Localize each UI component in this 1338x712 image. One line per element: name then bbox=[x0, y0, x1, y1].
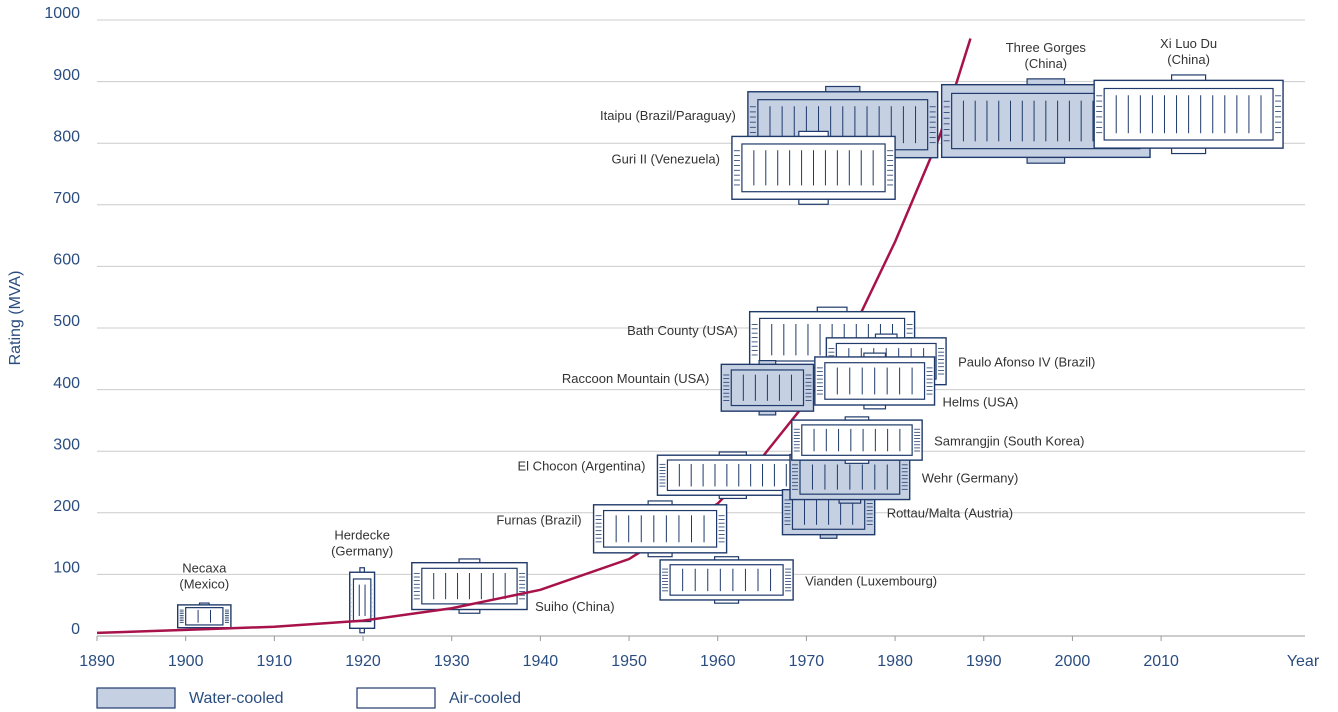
generator-core bbox=[801, 424, 913, 456]
generator bbox=[720, 359, 815, 416]
y-tick-label: 400 bbox=[53, 375, 80, 392]
plant-label: (Mexico) bbox=[179, 576, 229, 591]
generator bbox=[176, 602, 232, 631]
x-tick-label: 1970 bbox=[789, 653, 825, 670]
generator-core bbox=[185, 607, 224, 626]
y-tick-label: 800 bbox=[53, 128, 80, 145]
x-tick-label: 1960 bbox=[700, 653, 736, 670]
y-tick-label: 0 bbox=[71, 621, 80, 638]
generator-core bbox=[669, 564, 784, 596]
y-tick-label: 200 bbox=[53, 498, 80, 515]
x-tick-label: 1950 bbox=[611, 653, 647, 670]
y-tick-label: 300 bbox=[53, 436, 80, 453]
plant-label: Samrangjin (South Korea) bbox=[934, 434, 1084, 449]
x-tick-label: 2010 bbox=[1143, 653, 1179, 670]
plant-label: Helms (USA) bbox=[943, 394, 1019, 409]
plant-label: Raccoon Mountain (USA) bbox=[562, 371, 709, 386]
x-tick-label: 1910 bbox=[257, 653, 293, 670]
plant-label: El Chocon (Argentina) bbox=[518, 459, 646, 474]
plant-label: (China) bbox=[1167, 52, 1210, 67]
x-tick-label: 2000 bbox=[1055, 653, 1091, 670]
legend-swatch bbox=[96, 687, 176, 709]
plant-label: Itaipu (Brazil/Paraguay) bbox=[600, 108, 736, 123]
plant-label: Paulo Afonso IV (Brazil) bbox=[958, 355, 1095, 370]
y-tick-label: 1000 bbox=[44, 5, 80, 22]
x-axis-label: Year bbox=[1287, 653, 1320, 670]
legend-label: Water-cooled bbox=[189, 690, 284, 707]
generator bbox=[1093, 74, 1284, 155]
x-tick-label: 1920 bbox=[345, 653, 381, 670]
legend-swatch bbox=[356, 687, 436, 709]
y-tick-label: 500 bbox=[53, 313, 80, 330]
generator bbox=[814, 352, 936, 410]
plant-label: Furnas (Brazil) bbox=[496, 512, 581, 527]
x-tick-label: 1890 bbox=[79, 653, 115, 670]
plant-label: (Germany) bbox=[331, 544, 393, 559]
legend-label: Air-cooled bbox=[449, 690, 521, 707]
x-tick-label: 1980 bbox=[877, 653, 913, 670]
generator bbox=[659, 556, 794, 604]
generator bbox=[791, 416, 923, 464]
plant-label: Three Gorges bbox=[1006, 40, 1087, 55]
x-tick-label: 1930 bbox=[434, 653, 470, 670]
x-tick-label: 1940 bbox=[523, 653, 559, 670]
generator bbox=[592, 500, 728, 558]
generator bbox=[731, 130, 896, 205]
plant-label: Guri II (Venezuela) bbox=[612, 151, 720, 166]
y-tick-label: 900 bbox=[53, 67, 80, 84]
plant-label: Xi Luo Du bbox=[1160, 36, 1217, 51]
plant-label: Suiho (China) bbox=[535, 599, 615, 614]
plant-label: Vianden (Luxembourg) bbox=[805, 573, 937, 588]
y-tick-label: 100 bbox=[53, 560, 80, 577]
y-tick-label: 700 bbox=[53, 190, 80, 207]
plant-label: Herdecke bbox=[334, 528, 390, 543]
generator bbox=[656, 451, 809, 500]
plant-label: Wehr (Germany) bbox=[922, 471, 1019, 486]
y-axis-label: Rating (MVA) bbox=[7, 271, 24, 366]
plant-label: Bath County (USA) bbox=[627, 323, 738, 338]
x-tick-label: 1990 bbox=[966, 653, 1002, 670]
generator-core bbox=[602, 509, 718, 548]
plant-label: Rottau/Malta (Austria) bbox=[887, 506, 1013, 521]
plant-label: (China) bbox=[1025, 56, 1068, 71]
generator-core bbox=[666, 459, 799, 492]
generator-core bbox=[352, 578, 372, 623]
generator bbox=[349, 567, 376, 634]
x-tick-label: 1900 bbox=[168, 653, 204, 670]
generator bbox=[411, 558, 528, 614]
plant-label: Necaxa bbox=[182, 560, 227, 575]
y-tick-label: 600 bbox=[53, 252, 80, 269]
generator bbox=[940, 78, 1151, 164]
